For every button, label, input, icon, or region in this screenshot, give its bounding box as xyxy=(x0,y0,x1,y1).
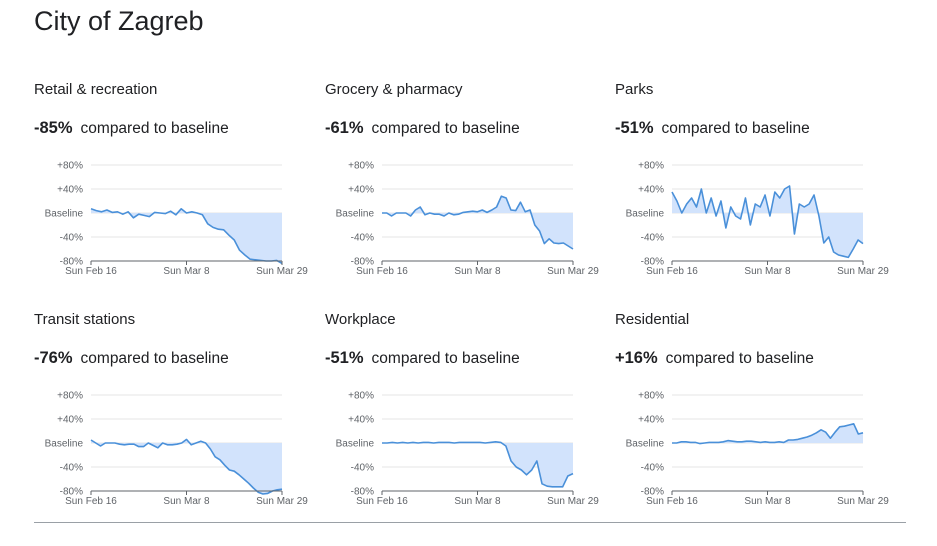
percent-value: -61% xyxy=(325,119,364,137)
x-tick-label: Sun Mar 29 xyxy=(256,496,308,507)
x-tick-label: Sun Mar 29 xyxy=(547,496,599,507)
line-chart: +80% +40% Baseline -40% -80%Sun Feb 16 Sun Ma… xyxy=(626,161,890,278)
x-tick-label: Sun Mar 8 xyxy=(744,266,791,277)
x-tick-label: Sun Feb 16 xyxy=(65,496,117,507)
y-tick-label: -80% xyxy=(60,257,83,268)
y-tick-label: +80% xyxy=(348,391,374,402)
y-tick-label: Baseline xyxy=(626,209,665,220)
stat-suffix: compared to baseline xyxy=(80,120,229,137)
y-tick-label: -40% xyxy=(641,463,664,474)
y-tick-label: +80% xyxy=(638,161,664,172)
chart-title: Grocery & pharmacy xyxy=(325,81,463,98)
percent-value: +16% xyxy=(615,349,658,367)
x-tick-label: Sun Feb 16 xyxy=(646,266,698,277)
series-line xyxy=(90,208,283,265)
area-fill xyxy=(672,423,863,444)
x-tick-label: Sun Mar 29 xyxy=(837,496,889,507)
y-tick-label: Baseline xyxy=(336,209,375,220)
chart-title: Workplace xyxy=(325,311,396,328)
x-tick-label: Sun Feb 16 xyxy=(356,496,408,507)
x-tick-label: Sun Mar 29 xyxy=(547,266,599,277)
y-tick-label: +80% xyxy=(638,391,664,402)
y-tick-label: -80% xyxy=(641,487,664,498)
y-tick-label: -40% xyxy=(60,233,83,244)
percent-value: -76% xyxy=(34,349,73,367)
x-tick-label: Sun Mar 8 xyxy=(744,496,791,507)
bottom-divider xyxy=(34,522,906,523)
chart-title: Retail & recreation xyxy=(34,81,158,98)
chart-panel-workplace: Workplace -51% compared to baseline +80% +… xyxy=(325,311,615,531)
y-tick-label: +80% xyxy=(57,391,83,402)
series-line xyxy=(90,438,283,495)
y-tick-label: Baseline xyxy=(45,439,84,450)
y-tick-label: Baseline xyxy=(336,439,375,450)
y-tick-label: +80% xyxy=(57,161,83,172)
chart-title: Parks xyxy=(615,81,654,98)
area-fill xyxy=(91,439,282,494)
line-chart: +80% +40% Baseline -40% -80%Sun Feb 16 Sun Ma… xyxy=(45,391,309,508)
stat-suffix: compared to baseline xyxy=(371,120,520,137)
x-tick-label: Sun Mar 8 xyxy=(163,266,210,277)
y-tick-label: Baseline xyxy=(626,439,665,450)
chart-stat: -85% compared to baseline xyxy=(34,119,229,138)
area-fill xyxy=(672,186,863,258)
area-fill xyxy=(382,196,573,249)
y-tick-label: +40% xyxy=(638,185,664,196)
y-tick-label: +40% xyxy=(57,185,83,196)
chart-stat: -51% compared to baseline xyxy=(325,349,520,368)
chart-panel-residential: Residential +16% compared to baseline +80… xyxy=(615,311,905,531)
x-tick-label: Sun Feb 16 xyxy=(356,266,408,277)
y-tick-label: Baseline xyxy=(45,209,84,220)
series-line xyxy=(672,422,864,445)
chart-stat: +16% compared to baseline xyxy=(615,349,814,368)
series-line xyxy=(382,195,574,250)
y-tick-label: -40% xyxy=(351,233,374,244)
percent-value: -51% xyxy=(325,349,364,367)
series-line xyxy=(671,185,864,259)
y-tick-label: -80% xyxy=(351,257,374,268)
x-tick-label: Sun Mar 29 xyxy=(256,266,308,277)
line-chart: +80% +40% Baseline -40% -80%Sun Feb 16 Sun Ma… xyxy=(336,391,600,508)
y-tick-label: +40% xyxy=(57,415,83,426)
x-tick-label: Sun Mar 8 xyxy=(454,496,501,507)
line-chart: +80% +40% Baseline -40% -80%Sun Feb 16 Sun Ma… xyxy=(45,161,309,278)
page-title: City of Zagreb xyxy=(34,6,204,36)
y-tick-label: +80% xyxy=(348,161,374,172)
stat-suffix: compared to baseline xyxy=(371,350,520,367)
chart-panel-transit: Transit stations -76% compared to baselin… xyxy=(34,311,324,531)
y-tick-label: -40% xyxy=(641,233,664,244)
line-chart: +80% +40% Baseline -40% -80%Sun Feb 16 Sun Ma… xyxy=(336,161,600,278)
chart-title: Residential xyxy=(615,311,690,328)
area-fill xyxy=(91,208,282,264)
y-tick-label: +40% xyxy=(348,415,374,426)
area-fill xyxy=(382,441,573,487)
chart-stat: -76% compared to baseline xyxy=(34,349,229,368)
x-tick-label: Sun Feb 16 xyxy=(646,496,698,507)
y-tick-label: -80% xyxy=(351,487,374,498)
y-tick-label: -40% xyxy=(60,463,83,474)
y-tick-label: -80% xyxy=(641,257,664,268)
chart-panel-parks: Parks -51% compared to baseline +80% +40% B… xyxy=(615,81,905,301)
y-tick-label: +40% xyxy=(638,415,664,426)
chart-panel-grocery: Grocery & pharmacy -61% compared to basel… xyxy=(325,81,615,301)
chart-stat: -61% compared to baseline xyxy=(325,119,520,138)
chart-stat: -51% compared to baseline xyxy=(615,119,810,138)
chart-panel-retail: Retail & recreation -85% compared to base… xyxy=(34,81,324,301)
x-tick-label: Sun Mar 8 xyxy=(163,496,210,507)
chart-title: Transit stations xyxy=(34,311,136,328)
percent-value: -85% xyxy=(34,119,73,137)
x-tick-label: Sun Mar 8 xyxy=(454,266,501,277)
stat-suffix: compared to baseline xyxy=(80,350,229,367)
y-tick-label: -80% xyxy=(60,487,83,498)
x-tick-label: Sun Feb 16 xyxy=(65,266,117,277)
y-tick-label: +40% xyxy=(348,185,374,196)
stat-suffix: compared to baseline xyxy=(661,120,810,137)
stat-suffix: compared to baseline xyxy=(665,350,814,367)
percent-value: -51% xyxy=(615,119,654,137)
line-chart: +80% +40% Baseline -40% -80%Sun Feb 16 Sun Ma… xyxy=(626,391,890,508)
y-tick-label: -40% xyxy=(351,463,374,474)
series-line xyxy=(382,441,574,488)
x-tick-label: Sun Mar 29 xyxy=(837,266,889,277)
